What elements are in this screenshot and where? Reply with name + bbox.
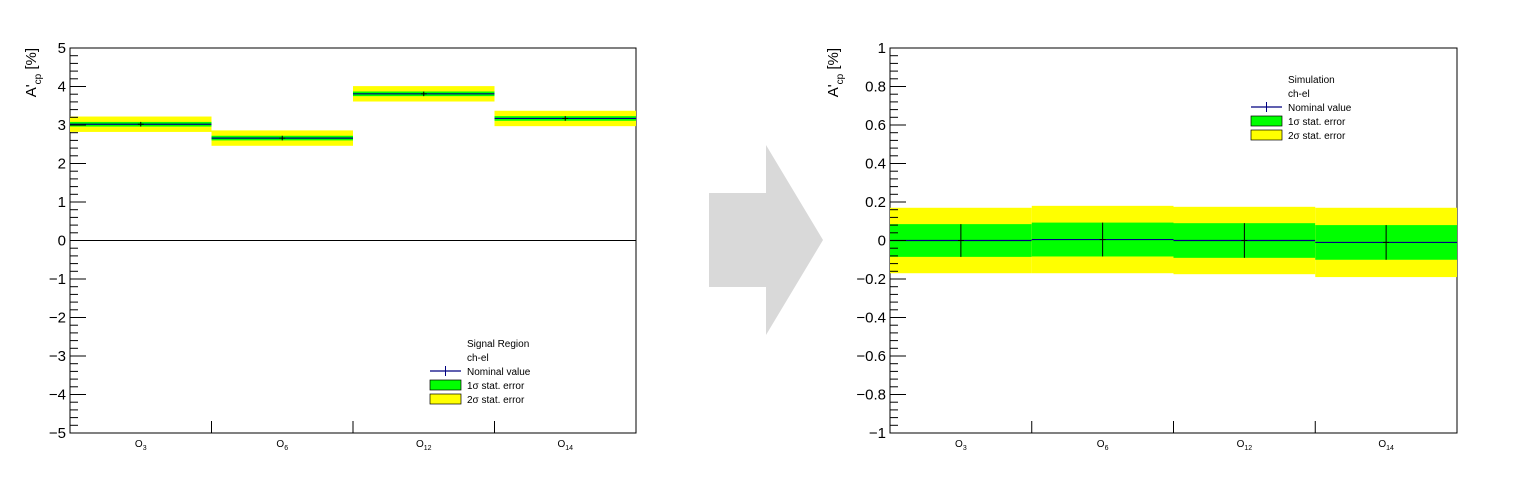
- x-tick-label-O6: O6: [1097, 439, 1109, 452]
- legend-header-line: Signal Region: [467, 339, 529, 350]
- x-tick-label-O6: O6: [276, 439, 288, 452]
- y-tick-label: 0.8: [865, 79, 886, 96]
- legend-1sigma-swatch: [429, 379, 462, 391]
- y-tick-label: −0.2: [856, 271, 886, 288]
- legend-1sigma-label: 1σ stat. error: [467, 381, 525, 392]
- y-tick-label: −2: [49, 310, 66, 327]
- x-tick-label-O3: O3: [135, 439, 147, 452]
- legend-2sigma-swatch: [429, 393, 462, 405]
- x-tick-label-O14: O14: [557, 439, 573, 452]
- legend-nominal-label: Nominal value: [467, 367, 531, 378]
- y-tick-label: 0.2: [865, 194, 886, 211]
- y-tick-label: −4: [49, 387, 66, 404]
- legend-header-line: ch-el: [1288, 89, 1310, 100]
- y-axis-label: A'cp [%]: [23, 48, 44, 97]
- y-tick-label: 2: [58, 156, 66, 173]
- legend-header-line: Simulation: [1288, 75, 1335, 86]
- legend-header-line: ch-el: [467, 353, 489, 364]
- y-tick-label: −1: [49, 271, 66, 288]
- y-axis-label: A'cp [%]: [825, 48, 846, 97]
- y-tick-label: −0.8: [856, 387, 886, 404]
- y-tick-label: 1: [58, 194, 66, 211]
- right-arrow-icon: [709, 145, 823, 335]
- simulation-chart: −1 −0.8 −0.6 −0.4 −0.2 0 0.2 0.4 0.6 0.8 1 A'cp [%]…: [825, 40, 1458, 452]
- y-tick-label: 0.4: [865, 156, 886, 173]
- y-tick-label: −0.4: [856, 310, 886, 327]
- signal-region-chart: −5 −4 −3 −2 −1 0 1 2 3 4 5 A'cp [%] O3 O6 O12 O14 Signal…: [23, 40, 637, 452]
- legend-1sigma-label: 1σ stat. error: [1288, 117, 1346, 128]
- x-tick-label-O3: O3: [955, 439, 967, 452]
- legend-1sigma-swatch: [1250, 115, 1283, 127]
- y-tick-label: −1: [869, 425, 886, 442]
- y-tick-label: −5: [49, 425, 66, 442]
- legend-nominal-label: Nominal value: [1288, 103, 1352, 114]
- y-tick-label: 0.6: [865, 117, 886, 134]
- y-tick-label: 1: [878, 40, 886, 57]
- x-tick-label-O12: O12: [1237, 439, 1253, 452]
- legend-2sigma-swatch: [1250, 129, 1283, 141]
- y-tick-label: −0.6: [856, 348, 886, 365]
- y-tick-label: 4: [58, 79, 66, 96]
- y-tick-label: 3: [58, 117, 66, 134]
- y-tick-label: 0: [878, 233, 886, 250]
- x-tick-label-O14: O14: [1378, 439, 1394, 452]
- x-tick-label-O12: O12: [416, 439, 432, 452]
- legend-2sigma-label: 2σ stat. error: [1288, 131, 1346, 142]
- y-tick-label: 5: [58, 40, 66, 57]
- y-tick-label: −3: [49, 348, 66, 365]
- legend-2sigma-label: 2σ stat. error: [467, 395, 525, 406]
- y-tick-label: 0: [58, 233, 66, 250]
